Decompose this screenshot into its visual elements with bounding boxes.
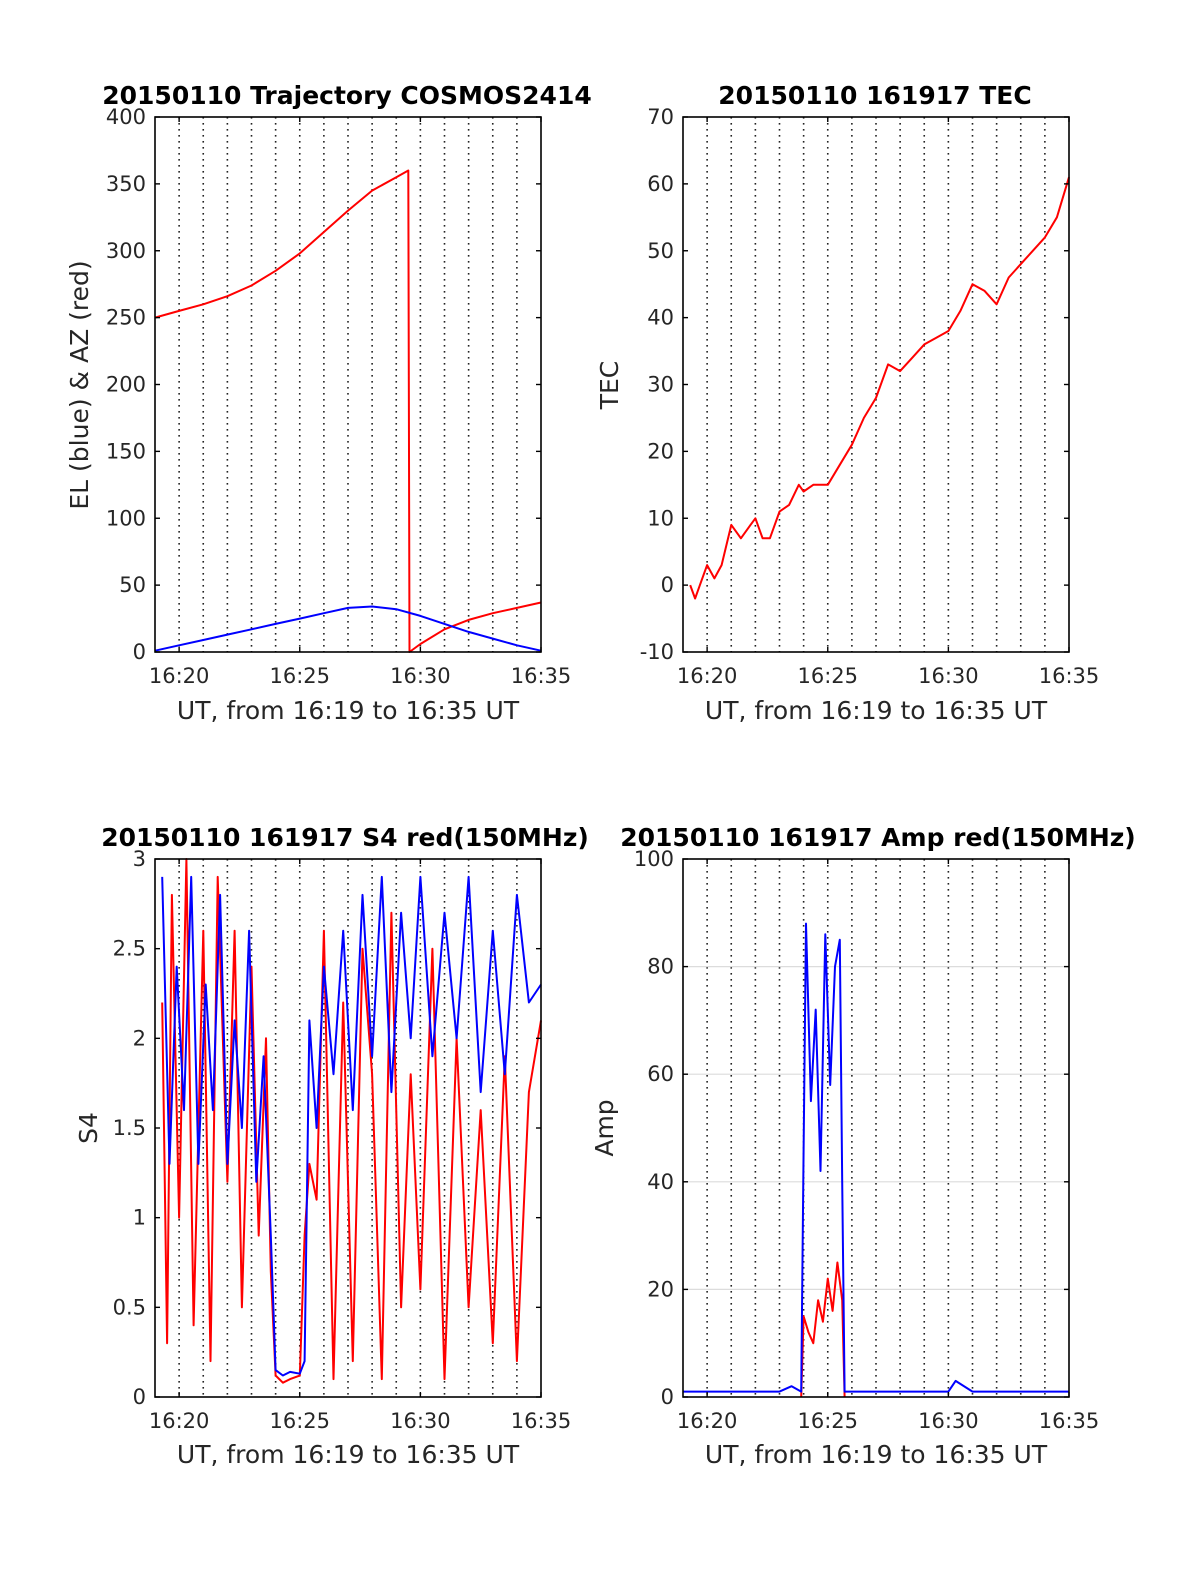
panel-tec: 20150110 161917 TEC TEC UT, from 16:19 t…: [595, 81, 1099, 725]
tick-labels: 16:20 16:25 16:30 16:35 0 20 40 60 80 100: [634, 847, 1099, 1433]
tick-labels: 16:20 16:25 16:30 16:35 0 50 100 150 200 250 300 35…: [106, 105, 571, 688]
series-line: [154, 605, 542, 652]
y-tick-label: 30: [647, 373, 674, 397]
series-line: [154, 169, 542, 653]
x-tick-label: 16:30: [918, 1409, 979, 1433]
x-tick-label: 16:25: [797, 664, 858, 688]
plot-lines: [683, 922, 1069, 1398]
series-line: [683, 922, 1069, 1393]
plot-lines: [154, 169, 542, 653]
x-tick-label: 16:20: [149, 1409, 210, 1433]
grid-lines: [683, 859, 1069, 1397]
series-line: [800, 1261, 846, 1398]
x-tick-label: 16:20: [677, 1409, 738, 1433]
y-tick-label: 0: [133, 640, 146, 664]
y-tick-label: 40: [647, 1170, 674, 1194]
y-tick-label: 0.5: [113, 1295, 146, 1319]
y-tick-label: 0: [661, 573, 674, 597]
grid-lines: [706, 117, 1046, 652]
chart-title: 20150110 161917 TEC: [718, 81, 1031, 110]
x-tick-label: 16:35: [1039, 664, 1100, 688]
y-tick-label: 40: [647, 306, 674, 330]
panel-s4: 20150110 161917 S4 red(150MHz) S4 UT, fr…: [74, 823, 589, 1469]
y-axis-label: Amp: [590, 1099, 619, 1156]
plot-lines: [689, 176, 1070, 600]
x-tick-label: 16:25: [269, 664, 330, 688]
y-tick-label: -10: [640, 640, 674, 664]
y-tick-label: 10: [647, 506, 674, 530]
x-tick-label: 16:35: [511, 1409, 572, 1433]
grid-lines: [178, 117, 518, 652]
y-tick-label: 20: [647, 439, 674, 463]
y-tick-label: 100: [634, 847, 674, 871]
y-tick-label: 70: [647, 105, 674, 129]
y-tick-label: 350: [106, 172, 146, 196]
x-axis-label: UT, from 16:19 to 16:35 UT: [177, 696, 520, 725]
series-line: [689, 176, 1070, 600]
x-tick-label: 16:20: [677, 664, 738, 688]
y-tick-label: 150: [106, 439, 146, 463]
x-axis-label: UT, from 16:19 to 16:35 UT: [177, 1440, 520, 1469]
x-tick-label: 16:30: [918, 664, 979, 688]
y-tick-label: 100: [106, 506, 146, 530]
y-tick-label: 60: [647, 1062, 674, 1086]
x-tick-label: 16:30: [390, 664, 451, 688]
y-tick-label: 0: [661, 1385, 674, 1409]
plot-frame: [154, 858, 542, 1398]
x-tick-label: 16:25: [269, 1409, 330, 1433]
chart-title: 20150110 Trajectory COSMOS2414: [102, 81, 592, 110]
x-tick-label: 16:20: [149, 664, 210, 688]
y-tick-label: 3: [133, 847, 146, 871]
y-tick-label: 2: [133, 1026, 146, 1050]
y-tick-label: 50: [119, 573, 146, 597]
tick-labels: 16:20 16:25 16:30 16:35 -10 0 10 20 30 40 50 60 70: [640, 105, 1100, 688]
y-axis-label: EL (blue) & AZ (red): [65, 260, 94, 509]
x-tick-label: 16:25: [797, 1409, 858, 1433]
y-tick-label: 50: [647, 239, 674, 263]
x-tick-label: 16:35: [1039, 1409, 1100, 1433]
x-tick-label: 16:35: [511, 664, 572, 688]
series-line: [161, 858, 542, 1384]
chart-title: 20150110 161917 S4 red(150MHz): [101, 823, 589, 852]
y-tick-label: 2.5: [113, 937, 146, 961]
y-axis-label: S4: [74, 1112, 103, 1144]
y-tick-label: 60: [647, 172, 674, 196]
panel-trajectory: 20150110 Trajectory COSMOS2414 EL (blue)…: [65, 81, 592, 725]
plot-lines: [161, 858, 542, 1384]
series-line: [161, 875, 542, 1377]
tick-labels: 16:20 16:25 16:30 16:35 0 0.5 1 1.5 2 2.5 3: [113, 847, 572, 1433]
x-axis-label: UT, from 16:19 to 16:35 UT: [705, 696, 1048, 725]
y-tick-label: 400: [106, 105, 146, 129]
y-tick-label: 1: [133, 1206, 146, 1230]
y-tick-label: 1.5: [113, 1116, 146, 1140]
y-tick-label: 80: [647, 955, 674, 979]
chart-title: 20150110 161917 Amp red(150MHz): [620, 823, 1136, 852]
y-tick-label: 200: [106, 373, 146, 397]
y-tick-label: 250: [106, 306, 146, 330]
y-tick-label: 0: [133, 1385, 146, 1409]
panel-amp: 20150110 161917 Amp red(150MHz) Amp UT, …: [590, 823, 1136, 1469]
x-tick-label: 16:30: [390, 1409, 451, 1433]
plot-frame: [154, 116, 542, 653]
plot-frame: [682, 858, 1070, 1398]
y-tick-label: 20: [647, 1277, 674, 1301]
x-axis-label: UT, from 16:19 to 16:35 UT: [705, 1440, 1048, 1469]
plot-frame: [682, 116, 1070, 653]
y-axis-label: TEC: [595, 361, 624, 411]
y-tick-label: 300: [106, 239, 146, 263]
